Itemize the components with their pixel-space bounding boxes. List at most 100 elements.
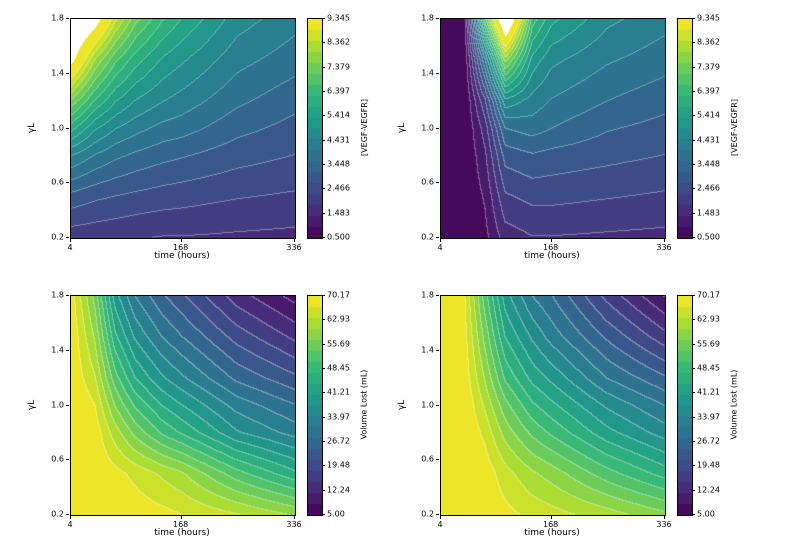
colorbar-tick-label: 12.24 [697,485,720,495]
colorbar-tick-label: 5.00 [697,509,715,519]
y-axis-label: γL [396,18,408,237]
colorbar-tick-mark [322,319,325,321]
colorbar-tick-mark [692,295,695,296]
x-tick-label: 4 [437,520,443,529]
colorbar-tick-mark [692,465,695,467]
contour-plot [70,295,296,516]
colorbar-tick-label: 0.500 [697,232,720,242]
colorbar-tick-mark [322,188,325,190]
colorbar [307,295,323,516]
x-tick-mark [70,516,71,519]
colorbar-tick-label: 0.500 [327,232,350,242]
subplot-top-left: γL time (hours) [VEGF-VEGFR] 4 168 336 1.8 1… [27,14,369,262]
colorbar-tick-mark [692,66,695,68]
subplot-bottom-left: γL time (hours) Volume Lost (mL) 4 168 336… [27,291,369,539]
colorbar [677,295,693,516]
x-tick-label: 336 [656,520,672,529]
x-tick-label: 168 [173,243,189,252]
subplot-bottom-right: γL time (hours) Volume Lost (mL) 4 168 336… [397,291,739,539]
colorbar-tick-label: 62.93 [697,314,720,324]
colorbar-tick-mark [692,91,695,92]
y-tick-label: 1.4 [51,345,64,355]
y-tick-mark [66,404,69,406]
colorbar-tick-label: 33.97 [327,412,350,422]
y-tick-label: 0.6 [421,454,434,464]
y-axis-label-text: γL [397,122,407,133]
colorbar-tick-label: 7.379 [697,62,720,72]
y-tick-mark [436,514,439,515]
y-tick-mark [66,72,69,74]
colorbar-tick-label: 41.21 [697,387,720,397]
colorbar-tick-label: 6.397 [697,86,720,96]
colorbar-tick-mark [692,164,695,165]
y-tick-label: 0.2 [51,509,64,519]
y-tick-mark [436,127,439,129]
colorbar-tick-mark [692,489,695,491]
colorbar-tick-mark [322,164,325,165]
x-tick-label: 4 [67,243,73,252]
contour-plot [440,18,666,239]
y-tick-mark [436,182,439,184]
colorbar-tick-label: 3.448 [697,159,720,169]
colorbar-tick-label: 26.72 [327,436,350,446]
x-tick-label: 168 [543,520,559,529]
colorbar-tick-mark [322,139,325,141]
colorbar-tick-label: 70.17 [697,290,720,300]
colorbar-label: [VEGF-VEGFR] [728,18,740,237]
y-tick-label: 1.8 [51,290,64,300]
colorbar-tick-mark [692,115,695,117]
colorbar-tick-mark [692,139,695,141]
y-tick-mark [66,127,69,129]
colorbar-tick-mark [692,514,695,515]
y-tick-label: 0.2 [421,509,434,519]
colorbar-tick-label: 4.431 [327,135,350,145]
colorbar-tick-label: 7.379 [327,62,350,72]
x-tick-mark [294,239,295,242]
colorbar-tick-mark [322,66,325,68]
colorbar-label-text: Volume Lost (mL) [729,369,739,440]
colorbar-tick-mark [322,42,325,44]
colorbar-tick-mark [692,212,695,214]
colorbar-tick-label: 5.414 [697,110,720,120]
colorbar-tick-label: 33.97 [697,412,720,422]
x-tick-label: 336 [656,243,672,252]
colorbar-tick-label: 48.45 [327,363,350,373]
colorbar-tick-label: 26.72 [697,436,720,446]
colorbar-tick-label: 55.69 [327,339,350,349]
colorbar-tick-label: 8.362 [697,37,720,47]
colorbar-tick-mark [692,416,695,418]
y-tick-label: 0.6 [421,177,434,187]
y-tick-label: 1.4 [421,68,434,78]
colorbar-tick-label: 8.362 [327,37,350,47]
x-tick-mark [440,239,441,242]
colorbar-label: Volume Lost (mL) [728,295,740,514]
x-tick-mark [70,239,71,242]
colorbar-label: Volume Lost (mL) [358,295,370,514]
y-tick-mark [66,514,69,515]
colorbar-tick-label: 9.345 [697,13,720,23]
y-tick-label: 0.6 [51,177,64,187]
colorbar-label-text: Volume Lost (mL) [359,369,369,440]
x-tick-mark [664,239,665,242]
y-axis-label-text: γL [27,399,37,410]
y-tick-mark [66,349,69,351]
y-tick-label: 0.6 [51,454,64,464]
subplot-top-right: γL time (hours) [VEGF-VEGFR] 4 168 336 1.8 1… [397,14,739,262]
y-tick-label: 1.0 [421,400,434,409]
x-axis-label: time (hours) [524,528,580,538]
contour-plot [440,295,666,516]
y-tick-label: 1.4 [421,345,434,355]
x-tick-mark [440,516,441,519]
colorbar [307,18,323,239]
x-axis-label: time (hours) [154,251,210,261]
colorbar-tick-label: 55.69 [697,339,720,349]
x-tick-mark [664,516,665,519]
colorbar-tick-label: 19.48 [327,460,350,470]
y-tick-label: 1.8 [421,290,434,300]
y-tick-mark [436,18,439,19]
colorbar-tick-label: 48.45 [697,363,720,373]
colorbar-tick-label: 12.24 [327,485,350,495]
x-tick-label: 168 [543,243,559,252]
colorbar-tick-mark [322,465,325,467]
y-tick-label: 1.0 [421,123,434,132]
